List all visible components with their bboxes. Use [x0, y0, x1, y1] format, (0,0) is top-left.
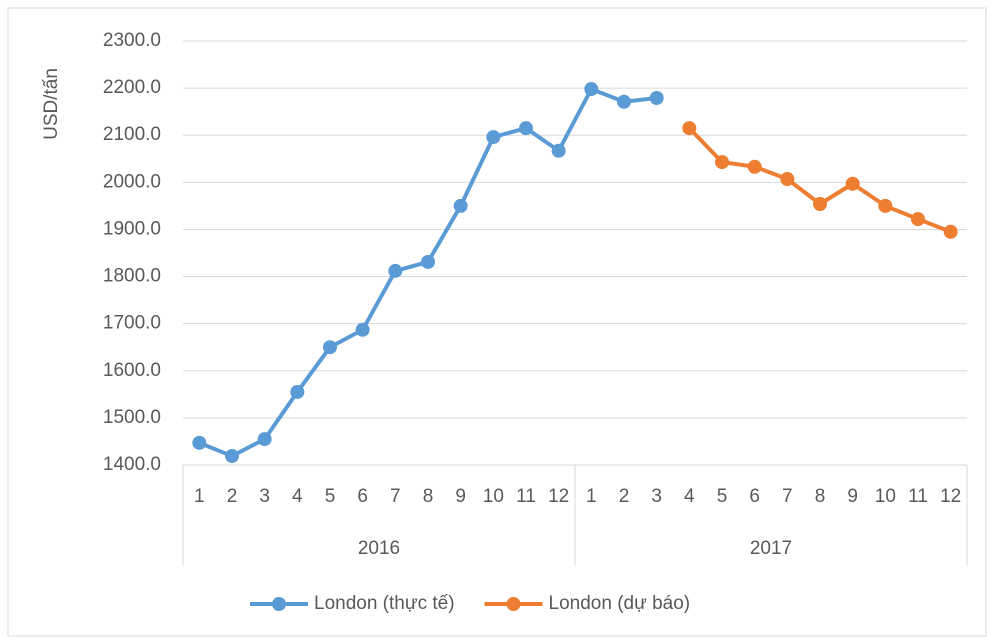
y-axis-title: USD/tấn — [41, 68, 62, 140]
x-tick-label: 6 — [357, 486, 368, 507]
x-tick-label: 1 — [586, 486, 597, 507]
x-tick-label: 6 — [749, 486, 760, 507]
x-tick-label: 8 — [423, 486, 434, 507]
x-tick-label: 12 — [548, 486, 569, 507]
y-tick-label: 1900.0 — [103, 218, 161, 239]
data-point — [682, 121, 697, 136]
y-tick-label: 1700.0 — [103, 313, 161, 334]
legend-label: London (dự báo) — [549, 593, 691, 614]
y-tick-label: 1400.0 — [103, 454, 161, 475]
data-point — [225, 449, 239, 464]
legend-marker — [272, 597, 286, 611]
data-point — [780, 172, 795, 187]
data-point — [486, 130, 501, 145]
group-label: 2016 — [358, 538, 400, 559]
x-tick-label: 9 — [847, 486, 858, 507]
data-point — [551, 143, 566, 158]
x-tick-label: 12 — [940, 486, 961, 507]
x-tick-label: 2 — [619, 486, 630, 507]
y-tick-label: 1800.0 — [103, 266, 161, 287]
data-point — [715, 155, 729, 170]
data-point — [421, 254, 435, 269]
x-tick-label: 5 — [325, 486, 336, 507]
y-tick-label: 2100.0 — [103, 124, 161, 145]
data-point — [355, 322, 370, 337]
data-point — [911, 212, 925, 227]
y-tick-label: 2000.0 — [103, 171, 161, 192]
x-tick-label: 4 — [292, 486, 303, 507]
legend-label: London (thực tế) — [314, 593, 455, 614]
x-tick-label: 11 — [516, 486, 536, 507]
x-tick-label: 10 — [875, 486, 896, 507]
data-point — [323, 340, 337, 355]
x-tick-label: 3 — [259, 486, 270, 507]
data-point — [747, 159, 762, 174]
x-tick-label: 8 — [815, 486, 826, 507]
group-label: 2017 — [750, 538, 792, 559]
x-tick-label: 4 — [684, 486, 695, 507]
chart-border — [7, 7, 987, 637]
x-tick-label: 1 — [194, 486, 205, 507]
data-point — [813, 197, 827, 212]
data-point — [453, 198, 468, 213]
data-point — [617, 94, 631, 109]
x-tick-label: 7 — [390, 486, 401, 507]
x-tick-label: 9 — [455, 486, 466, 507]
y-tick-label: 2200.0 — [103, 77, 161, 98]
data-point — [519, 121, 533, 136]
data-point — [878, 198, 893, 213]
y-tick-label: 1600.0 — [103, 360, 161, 381]
x-tick-label: 2 — [227, 486, 238, 507]
data-point — [257, 432, 272, 447]
data-point — [192, 435, 207, 450]
data-point — [649, 91, 664, 106]
data-point — [290, 384, 305, 399]
x-tick-label: 5 — [717, 486, 728, 507]
data-point — [388, 263, 403, 278]
y-tick-label: 2300.0 — [103, 30, 161, 51]
y-tick-label: 1500.0 — [103, 407, 161, 428]
data-point — [584, 82, 599, 97]
x-tick-label: 10 — [483, 486, 504, 507]
x-tick-label: 7 — [782, 486, 793, 507]
legend-marker — [506, 597, 521, 611]
data-point — [943, 224, 958, 239]
x-tick-label: 3 — [651, 486, 662, 507]
x-tick-label: 11 — [908, 486, 928, 507]
data-point — [845, 176, 860, 191]
